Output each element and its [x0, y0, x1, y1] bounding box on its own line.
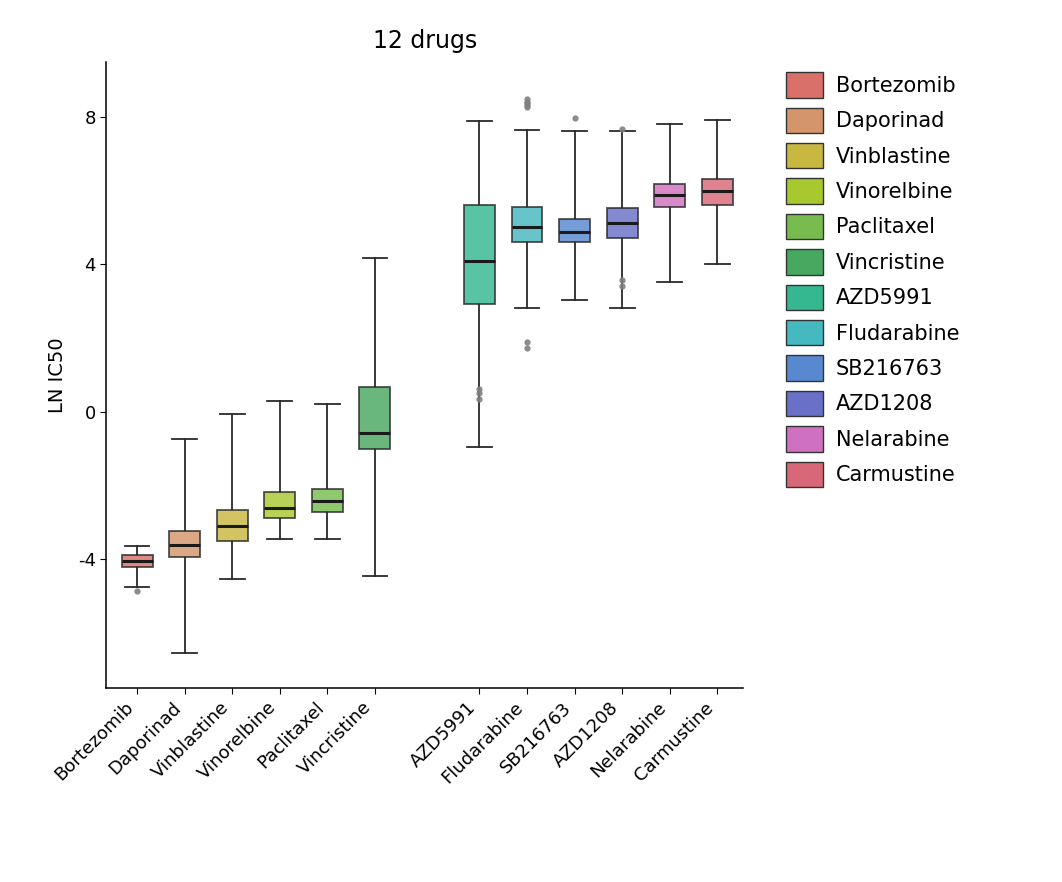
Bar [559, 220, 590, 242]
Y-axis label: LN IC50: LN IC50 [48, 337, 67, 413]
Bar [606, 208, 637, 238]
Bar [512, 207, 543, 242]
Bar [359, 386, 391, 449]
Bar [264, 492, 295, 518]
Bar [654, 184, 685, 207]
Bar [122, 555, 153, 567]
Bar [217, 511, 247, 542]
Legend: Bortezomib, Daporinad, Vinblastine, Vinorelbine, Paclitaxel, Vincristine, AZD599: Bortezomib, Daporinad, Vinblastine, Vino… [786, 72, 959, 487]
Title: 12 drugs: 12 drugs [373, 29, 477, 53]
Bar [464, 205, 495, 304]
Bar [169, 531, 200, 557]
Bar [702, 179, 733, 205]
Bar [312, 489, 343, 512]
